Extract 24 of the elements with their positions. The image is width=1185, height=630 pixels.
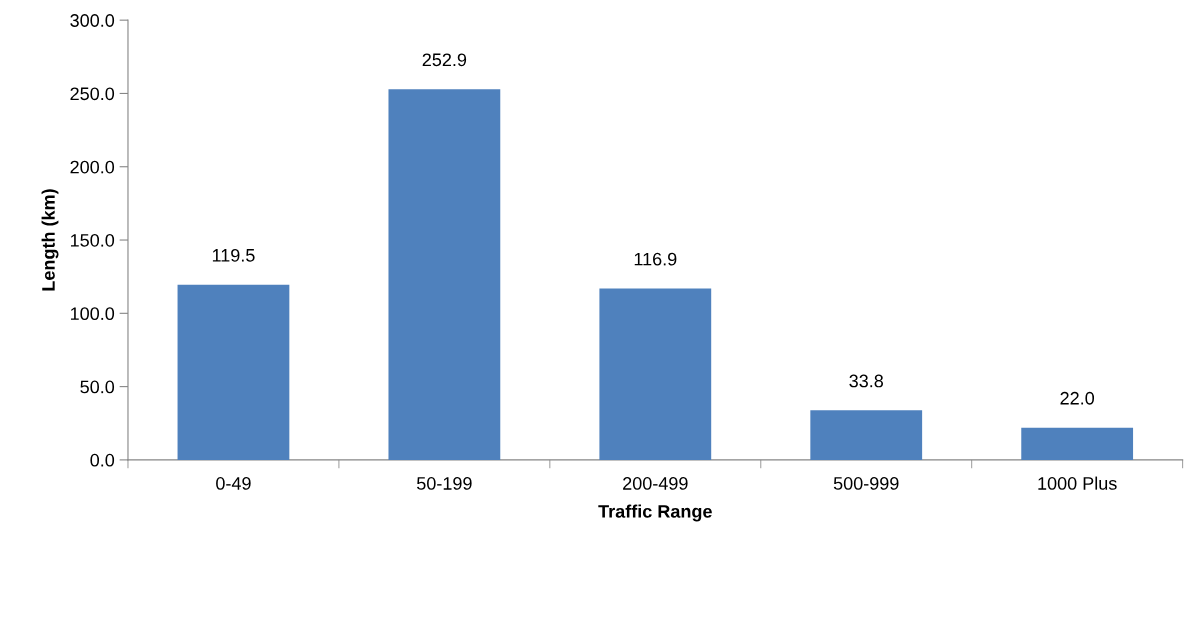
data-label: 252.9 [422,53,467,67]
y-tick-label: 250.0 [70,87,115,101]
bar [599,288,712,460]
x-axis-title: Traffic Range [598,504,712,522]
y-tick-label: 150.0 [70,233,115,247]
data-label: 33.8 [849,374,884,388]
data-label: 116.9 [634,252,677,266]
bar [177,284,290,460]
y-tick-label: 300.0 [70,14,115,27]
bar [1021,427,1134,460]
y-tick-label: 100.0 [70,307,115,321]
y-axis-title: Length (km) [41,189,59,291]
data-label: 22.0 [1060,391,1095,405]
bar [810,410,923,460]
data-label: 119.5 [212,248,255,262]
x-tick-label: 200-499 [623,477,688,490]
y-tick-label: 0.0 [90,453,115,467]
x-tick-label: 0-49 [216,477,251,490]
bar [388,89,501,460]
x-tick-label: 1000 Plus [1038,476,1117,490]
y-tick-label: 50.0 [80,380,115,394]
y-tick-label: 200.0 [70,160,115,174]
x-tick-label: 50-199 [416,477,472,490]
x-tick-label: 500-999 [833,477,899,490]
